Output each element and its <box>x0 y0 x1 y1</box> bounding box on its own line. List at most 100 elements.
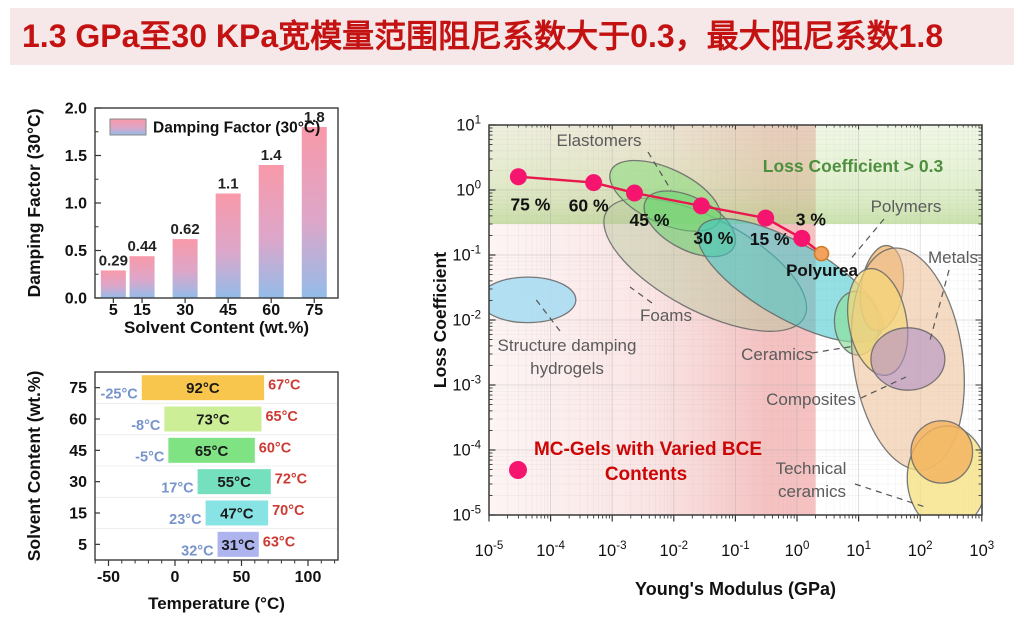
low-temp-label: -5°C <box>135 449 165 465</box>
range-bar-75wt <box>141 375 265 401</box>
annotation-loss_band: Loss Coefficient > 0.3 <box>763 156 944 176</box>
loss-threshold-band <box>489 125 982 224</box>
bar-value-label: 1.1 <box>218 176 239 193</box>
point-label: 60 % <box>569 196 609 216</box>
material-regions <box>489 159 982 515</box>
annotation-hydrogels2: hydrogels <box>530 359 604 378</box>
x-tick-label: 60 <box>262 302 280 319</box>
mc-gel-point-75pct <box>509 168 527 186</box>
bar-60wt <box>258 165 284 298</box>
bar-value-label: 1.4 <box>261 147 283 164</box>
high-temp-label: 60°C <box>259 440 292 456</box>
range-bar-5wt <box>217 531 259 557</box>
bar-value-label: 0.29 <box>99 252 128 269</box>
plot-area: 92°C -25°C 67°C 75 73°C -8°C 65°C 60 65°C -5°C 60°… <box>69 371 339 586</box>
mc-gel-point-60pct <box>585 174 603 192</box>
mc-gel-point-15pct <box>757 209 775 227</box>
page-title: 1.3 GPa至30 KPa宽模量范围阻尼系数大于0.3，最大阻尼系数1.8 <box>10 8 1014 65</box>
y-tick-label: 75 <box>69 380 87 397</box>
tick-label: 10-2 <box>659 540 688 560</box>
tick-label: 103 <box>969 540 994 560</box>
x-tick-label: 45 <box>219 302 237 319</box>
window-width-label: 31°C <box>221 537 255 554</box>
y-tick-label: 0.5 <box>65 243 87 260</box>
temp-chart-svg: 92°C -25°C 67°C 75 73°C -8°C 65°C 60 65°C -5°C 60°… <box>24 371 339 613</box>
y-tick-label: 2.0 <box>65 101 87 118</box>
y-axis-title: Solvent Content (wt.%) <box>24 371 44 562</box>
tick-label: 10-1 <box>452 245 481 265</box>
region-structure-damping-hydrogels <box>489 276 577 324</box>
tick-label: 10-5 <box>452 505 481 525</box>
legend-swatch <box>109 118 147 136</box>
mc-gel-point-3pct <box>793 229 811 247</box>
plot-frame <box>488 124 983 516</box>
annotation-pointer-elastomers <box>647 151 672 191</box>
bar-value-label: 0.44 <box>127 238 157 255</box>
x-tick-label: 100 <box>295 569 322 586</box>
annotation-ceramics: Ceramics <box>741 345 813 364</box>
tick-label: 10-3 <box>598 540 627 560</box>
tick-label: 101 <box>456 115 481 135</box>
annotation-pointer-ceramics <box>811 345 856 354</box>
window-width-label: 92°C <box>186 380 220 397</box>
high-temp-label: 67°C <box>268 378 301 394</box>
region-composites <box>870 327 946 391</box>
damping-chart-svg: 0.29 5 0.44 15 0.62 30 1.1 45 1.4 60 1.8 75 0.0 0.5 1.… <box>24 101 339 337</box>
y-tick-label: 30 <box>69 474 87 491</box>
bar-45wt <box>215 193 241 298</box>
bar-5wt <box>100 270 126 298</box>
annotation-pointer-composites <box>860 376 907 399</box>
x-axis-title: Temperature (°C) <box>148 594 285 613</box>
tick-label: 100 <box>785 540 810 560</box>
legend-label: Damping Factor (30°C) <box>153 120 320 137</box>
high-temp-label: 63°C <box>263 534 296 550</box>
tick-label: 101 <box>846 540 871 560</box>
annotation-tech2: ceramics <box>778 482 846 501</box>
x-tick-label: -50 <box>97 569 120 586</box>
low-temp-label: -8°C <box>131 418 161 434</box>
region-technical-ceramics-core <box>910 420 974 484</box>
y-tick-label: 60 <box>69 412 87 429</box>
y-tick-label: 0.0 <box>65 291 87 308</box>
polyurea-point <box>813 245 830 262</box>
annotation-mcgels1: MC-Gels with Varied BCE <box>534 439 762 460</box>
range-bar-30wt <box>197 469 271 495</box>
point-label: 15 % <box>750 229 790 249</box>
tick-label: 10-4 <box>452 440 481 460</box>
mc-gel-point-30pct <box>692 197 710 215</box>
plot-area: 10-5 10-4 10-3 10-2 10-1 100 101 102 103 10-5 10-4… <box>452 115 994 560</box>
x-tick-label: 5 <box>109 302 118 319</box>
damping-factor-bar-chart: 0.29 5 0.44 15 0.62 30 1.1 45 1.4 60 1.8 75 0.0 0.5 1.… <box>0 85 415 340</box>
x-tick-label: 0 <box>171 569 180 586</box>
annotation-elastomers: Elastomers <box>556 131 641 150</box>
annotation-pointer-hydrogels1 <box>533 296 561 332</box>
point-label: 75 % <box>510 195 550 215</box>
annotation-pointer-polymers <box>848 218 885 262</box>
mc-gel-legend-marker <box>509 461 527 479</box>
y-axis-title: Loss Coefficient <box>430 252 450 388</box>
bar-15wt <box>129 256 155 298</box>
high-temp-label: 72°C <box>275 472 308 488</box>
window-width-label: 55°C <box>217 474 251 491</box>
x-axis-title: Young's Modulus (GPa) <box>635 579 836 599</box>
mc-gel-point-45pct <box>625 184 643 202</box>
annotation-pointer-metals <box>928 269 950 345</box>
y-axis-title: Damping Factor (30°C) <box>24 109 44 298</box>
low-temp-label: 17°C <box>161 481 194 497</box>
tick-label: 100 <box>456 180 481 200</box>
tick-label: 10-5 <box>475 540 504 560</box>
window-width-label: 65°C <box>195 443 229 460</box>
range-bar-60wt <box>164 406 262 432</box>
temperature-window-chart: 92°C -25°C 67°C 75 73°C -8°C 65°C 60 65°C -5°C 60°… <box>0 345 415 626</box>
y-tick-label: 15 <box>69 506 87 523</box>
annotation-mcgels2: Contents <box>605 464 687 485</box>
annotation-polyurea: Polyurea <box>786 261 858 280</box>
high-temp-label: 65°C <box>265 409 298 425</box>
tick-label: 102 <box>908 540 933 560</box>
range-bar-45wt <box>168 437 255 463</box>
annotation-metals: Metals <box>928 248 978 267</box>
annotation-hydrogels1: Structure damping <box>498 336 637 355</box>
tick-label: 10-3 <box>452 375 481 395</box>
x-tick-label: 15 <box>133 302 151 319</box>
